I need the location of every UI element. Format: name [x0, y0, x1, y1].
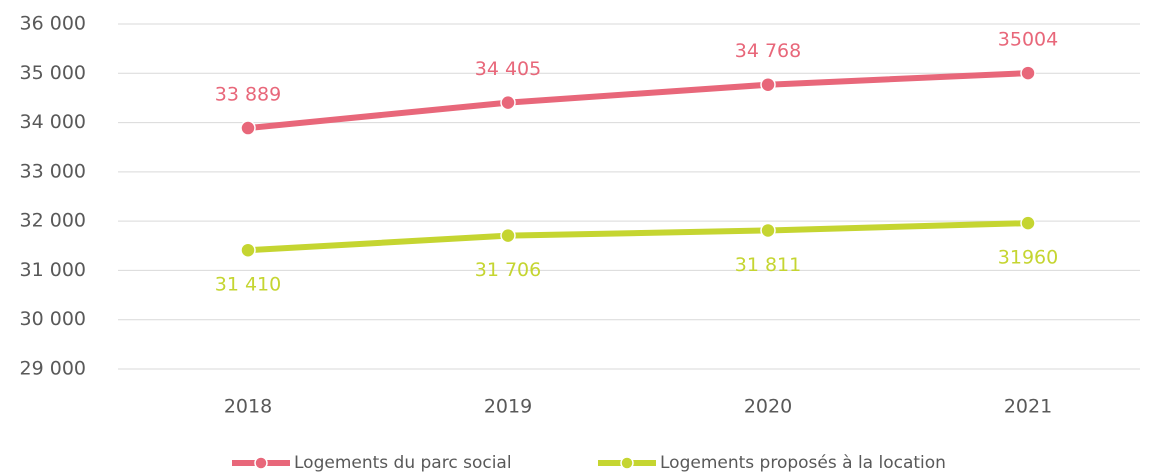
legend-marker: [254, 456, 268, 470]
series-line: [245, 70, 1031, 132]
y-tick-label: 36 000: [20, 13, 86, 35]
y-tick-label: 31 000: [20, 259, 86, 281]
y-tick-label: 29 000: [20, 358, 86, 380]
data-point: [760, 76, 776, 93]
data-point: [240, 242, 256, 258]
data-point: [760, 222, 776, 239]
data-label: 34 405: [475, 58, 541, 80]
x-tick-label: 2019: [484, 396, 532, 418]
data-label: 35004: [998, 29, 1058, 51]
legend-label: Logements proposés à la location: [660, 453, 946, 473]
data-point: [500, 94, 516, 111]
data-label: 31 811: [735, 254, 801, 276]
y-tick-label: 30 000: [20, 308, 86, 330]
data-point: [1020, 65, 1036, 81]
data-label: 33 889: [215, 84, 281, 106]
y-tick-label: 35 000: [20, 62, 86, 84]
x-tick-label: 2018: [224, 396, 272, 418]
data-label: 31960: [998, 247, 1058, 269]
y-tick-label: 32 000: [20, 210, 86, 232]
y-tick-label: 34 000: [20, 111, 86, 133]
data-label: 31 410: [215, 274, 281, 296]
data-point: [1020, 215, 1036, 231]
data-point: [240, 120, 256, 136]
x-tick-label: 2021: [1004, 396, 1052, 418]
legend-marker: [620, 456, 634, 470]
legend-label: Logements du parc social: [294, 453, 512, 473]
y-tick-label: 33 000: [20, 160, 86, 182]
data-point: [500, 227, 516, 244]
series-line: [245, 220, 1031, 254]
data-label: 31 706: [475, 259, 541, 281]
data-label: 34 768: [735, 40, 801, 62]
x-tick-label: 2020: [744, 396, 792, 418]
